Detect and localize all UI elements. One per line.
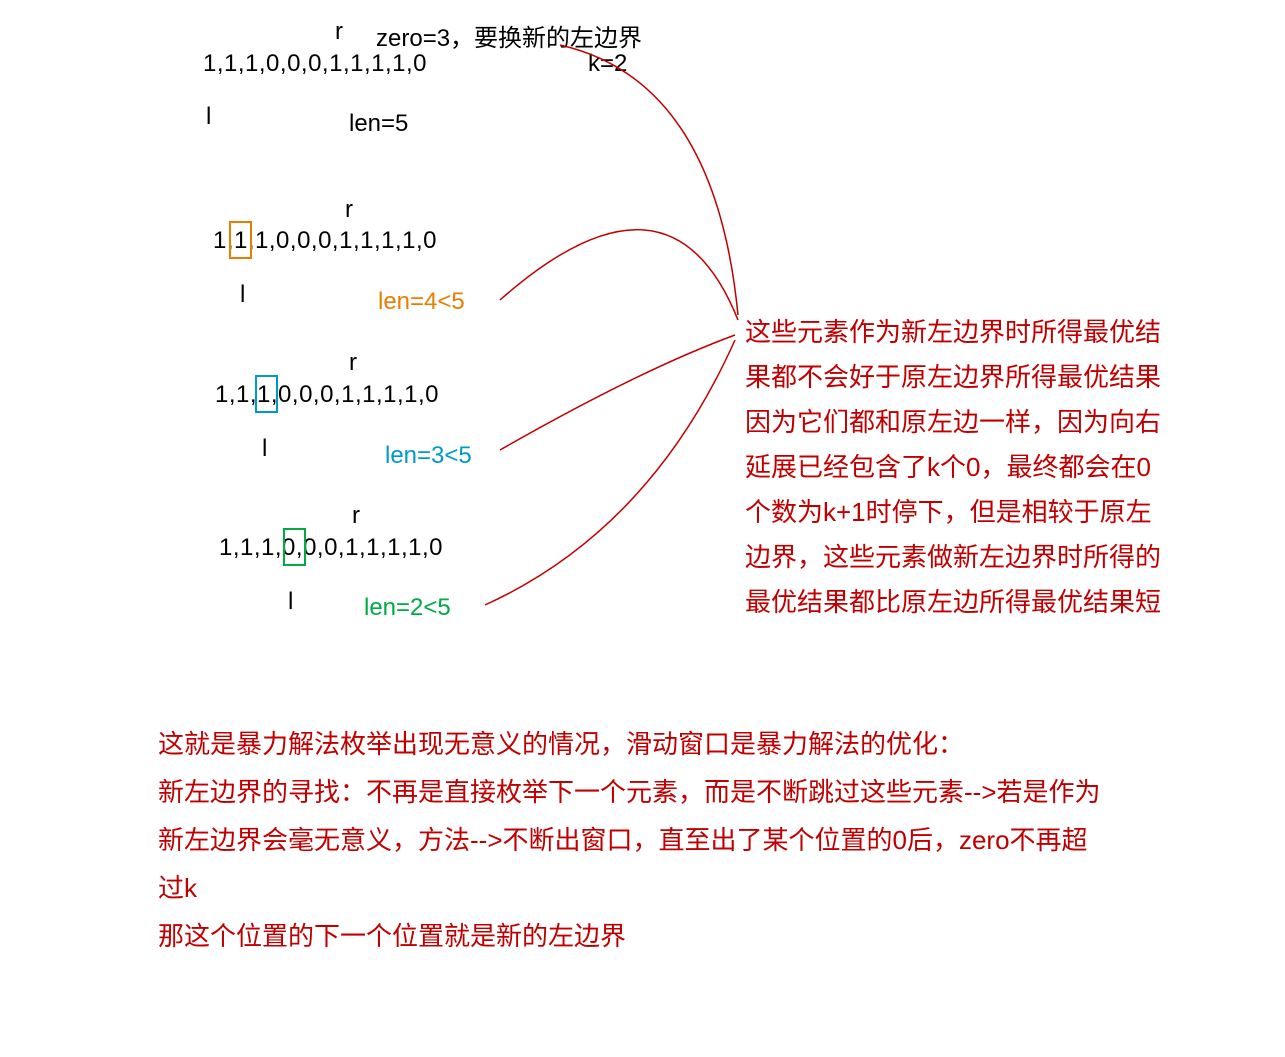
array-3: 1,1,1,0,0,0,1,1,1,1,0 xyxy=(215,381,439,409)
bottom-line-2: 新左边界的寻找：不再是直接枚举下一个元素，而是不断跳过这些元素-->若是作为 xyxy=(158,768,1101,816)
bottom-explanation: 这就是暴力解法枚举出现无意义的情况，滑动窗口是暴力解法的优化： 新左边界的寻找：… xyxy=(158,720,1101,960)
step4-box-icon xyxy=(283,528,306,566)
top-k-text: k=2 xyxy=(588,50,627,78)
bottom-line-1: 这就是暴力解法枚举出现无意义的情况，滑动窗口是暴力解法的优化： xyxy=(158,720,1101,768)
curve-0-icon xyxy=(560,45,738,315)
curve-3-icon xyxy=(485,340,735,605)
right-line-6: 边界，这些元素做新左边界时所得的 xyxy=(745,535,1161,580)
step2-box-icon xyxy=(229,221,252,259)
bottom-line-4: 过k xyxy=(158,864,1101,912)
right-line-2: 果都不会好于原左边界所得最优结果 xyxy=(745,355,1161,400)
step2-l-label: l xyxy=(240,281,245,309)
array-4: 1,1,1,0,0,0,1,1,1,1,0 xyxy=(219,534,443,562)
right-line-4: 延展已经包含了k个0，最终都会在0 xyxy=(745,445,1161,490)
step3-box-icon xyxy=(255,375,278,413)
top-zero-text: zero=3，要换新的左边界 xyxy=(376,18,642,53)
step4-l-label: l xyxy=(288,588,293,616)
right-explanation: 这些元素作为新左边界时所得最优结 果都不会好于原左边界所得最优结果 因为它们都和… xyxy=(745,310,1161,625)
step2-len-text: len=4<5 xyxy=(378,288,465,316)
array-1: 1,1,1,0,0,0,1,1,1,1,0 xyxy=(203,50,427,78)
step3-r-label: r xyxy=(349,349,357,377)
right-line-1: 这些元素作为新左边界时所得最优结 xyxy=(745,310,1161,355)
curve-2-icon xyxy=(500,335,735,450)
step2-r-label: r xyxy=(345,196,353,224)
bottom-line-3: 新左边界会毫无意义，方法-->不断出窗口，直至出了某个位置的0后，zero不再超 xyxy=(158,816,1101,864)
top-l-label: l xyxy=(206,103,211,131)
bottom-line-5: 那这个位置的下一个位置就是新的左边界 xyxy=(158,912,1101,960)
step4-len-text: len=2<5 xyxy=(364,594,451,622)
right-line-7: 最优结果都比原左边所得最优结果短 xyxy=(745,580,1161,625)
top-r-label: r xyxy=(335,18,343,46)
step3-l-label: l xyxy=(262,435,267,463)
right-line-3: 因为它们都和原左边一样，因为向右 xyxy=(745,400,1161,445)
right-line-5: 个数为k+1时停下，但是相较于原左 xyxy=(745,490,1161,535)
top-len-text: len=5 xyxy=(349,110,408,138)
curve-1-icon xyxy=(500,230,738,320)
step4-r-label: r xyxy=(352,502,360,530)
step3-len-text: len=3<5 xyxy=(385,442,472,470)
